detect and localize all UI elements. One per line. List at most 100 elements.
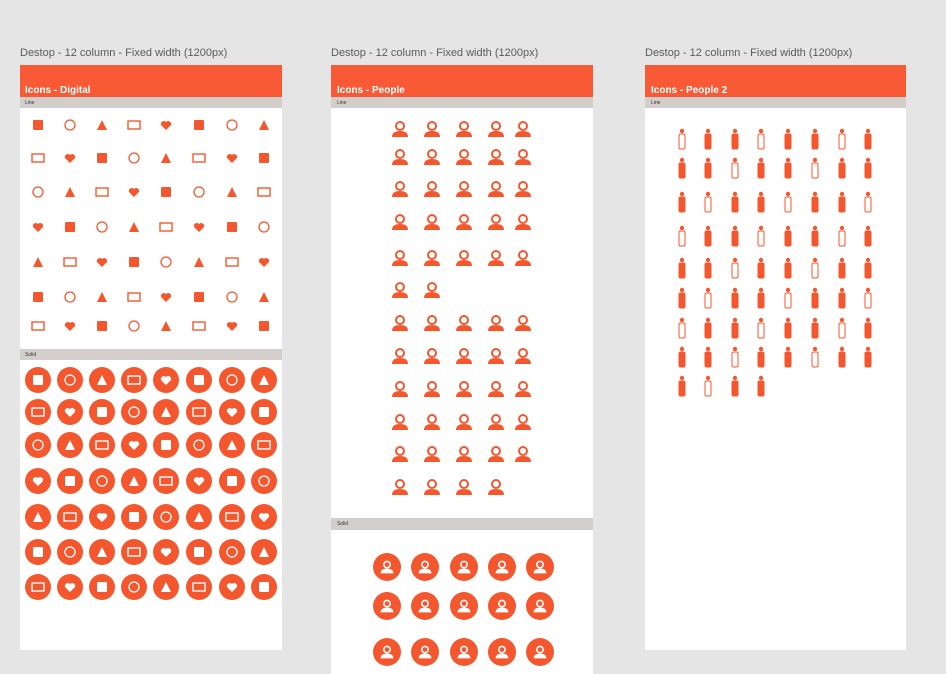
icon-circle [57,504,83,530]
figure-icon [811,225,819,247]
head [839,346,845,352]
head [785,191,791,197]
glyph-part [226,291,238,303]
body [784,322,792,339]
shoulders [456,191,472,197]
head [732,346,738,352]
icon [160,256,172,268]
head [491,414,501,424]
shoulders [533,653,547,659]
glyph-part [192,153,206,163]
body [757,322,765,339]
figure-icon [838,287,846,309]
person-glyph [380,599,394,613]
body [838,351,846,368]
head [518,149,528,159]
glyph-part [97,153,107,163]
icon-glyph [161,440,171,450]
person-icon [488,181,504,197]
glyph-part [259,547,269,557]
person-glyph [380,645,394,659]
body [838,292,846,309]
shoulders [488,325,504,331]
person-glyph [495,599,509,613]
frame-label[interactable]: Destop - 12 column - Fixed width (1200px… [331,47,538,59]
head [758,191,764,197]
head [705,346,711,352]
glyph-part [194,257,204,267]
shoulders [457,653,471,659]
icon-circle [89,432,115,458]
body [678,133,686,150]
icon-glyph [97,547,107,557]
icon-glyph [65,476,75,486]
person-icon [424,282,440,298]
glyph-part [97,582,107,592]
icon [65,187,75,197]
icon-glyph [192,582,206,592]
frame-title: Icons - People [337,85,405,96]
glyph-part [32,223,44,232]
figure-icon [704,375,712,397]
head [395,315,405,325]
shoulders [515,456,531,462]
figure-icon [838,225,846,247]
shoulders [424,456,440,462]
icon-glyph [64,374,76,386]
frame[interactable] [645,65,906,650]
figure-icon [757,257,765,279]
shoulders [392,325,408,331]
glyph-part [259,120,269,130]
glyph-part [227,476,237,486]
head [395,282,405,292]
glyph-part [31,407,45,417]
glyph-part [226,583,238,592]
frame-label[interactable]: Destop - 12 column - Fixed width (1200px… [645,47,852,59]
figure-icon [678,191,686,213]
head [705,128,711,134]
body [811,196,819,213]
head [785,157,791,163]
section-bar [20,97,282,108]
glyph-part [194,120,204,130]
icon [31,153,45,163]
person-icon [515,214,531,230]
body [784,133,792,150]
frame-title: Icons - People 2 [651,85,728,96]
head [785,317,791,323]
glyph-part [160,256,172,268]
head [427,414,437,424]
shoulders [488,191,504,197]
icon [226,291,238,303]
glyph-part [129,222,139,232]
glyph-part [193,186,205,198]
shoulders [488,391,504,397]
shoulders [424,358,440,364]
glyph-part [33,292,43,302]
figure-icon [757,317,765,339]
figure-icon [678,157,686,179]
frame-label[interactable]: Destop - 12 column - Fixed width (1200px… [20,47,227,59]
person-icon [456,121,472,137]
head [518,348,528,358]
icon [95,187,109,197]
body [784,351,792,368]
icon-glyph [64,408,76,417]
glyph-part [258,221,270,233]
icon-circle [153,468,179,494]
icon [193,223,205,232]
shoulders [418,653,432,659]
body [864,230,872,247]
icon-glyph [227,476,237,486]
icon-circle [153,504,179,530]
head [705,191,711,197]
shoulders [392,424,408,430]
icon-glyph [258,475,270,487]
head [395,149,405,159]
shoulders [488,358,504,364]
head [812,287,818,293]
glyph-part [258,513,270,522]
head [518,414,528,424]
glyph-part [32,477,44,486]
head [785,225,791,231]
